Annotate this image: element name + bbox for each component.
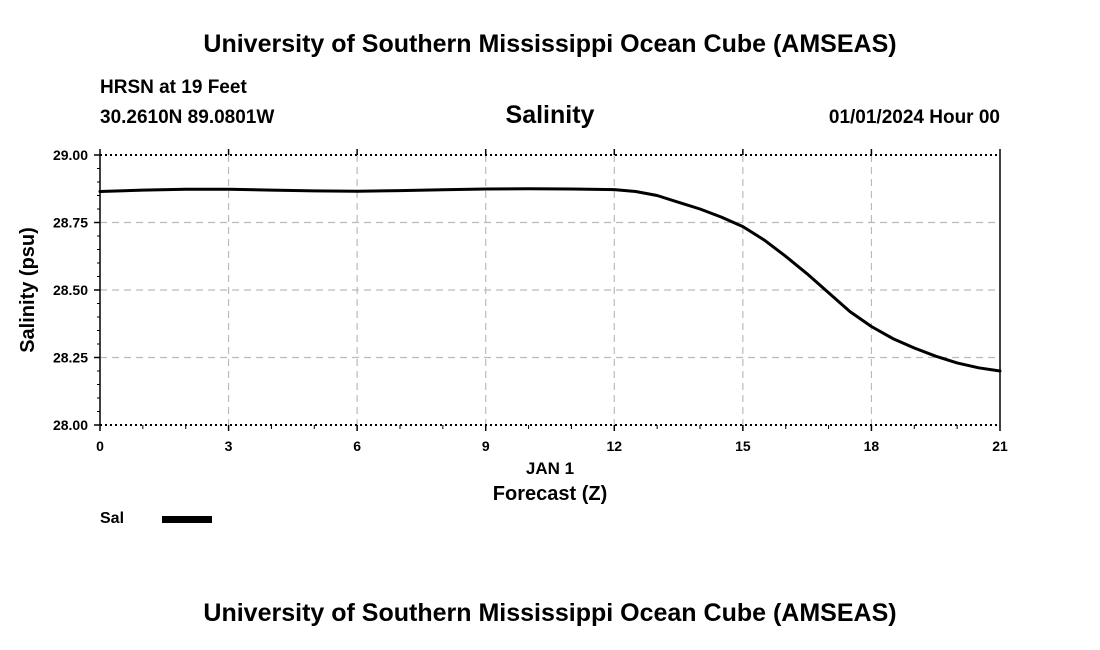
- axes: [94, 149, 1001, 431]
- chart-title: Salinity: [505, 101, 595, 129]
- station-coordinates: 30.2610N 89.0801W: [100, 107, 275, 128]
- footer-title: University of Southern Mississippi Ocean…: [203, 599, 897, 627]
- x-tick-label: 6: [353, 438, 361, 454]
- series-line-sal: [98, 187, 1002, 373]
- x-tick-label: 15: [735, 438, 751, 454]
- x-tick-label: 3: [225, 438, 233, 454]
- series: [98, 187, 1002, 373]
- y-tick-label: 28.50: [53, 282, 88, 298]
- x-tick-label: 0: [96, 438, 104, 454]
- y-tick-label: 28.75: [53, 215, 88, 231]
- grid: [100, 155, 1000, 425]
- station-label: HRSN at 19 Feet: [100, 77, 247, 98]
- page-title: University of Southern Mississippi Ocean…: [203, 30, 897, 58]
- axis-labels: 0 3 6 9 12 15 18 21 28.00 28.25 28.50 28.75 29.00 JAN…: [17, 147, 1008, 505]
- x-tick-label: 12: [606, 438, 622, 454]
- y-axis-label: Salinity (psu): [17, 227, 39, 353]
- forecast-datetime: 01/01/2024 Hour 00: [828, 107, 1000, 128]
- y-tick-label: 29.00: [53, 147, 88, 163]
- legend-label: Sal: [100, 510, 125, 527]
- x-tick-label: 21: [992, 438, 1008, 454]
- legend-swatch: [162, 516, 212, 523]
- x-tick-label: 18: [864, 438, 880, 454]
- y-tick-label: 28.25: [53, 350, 88, 366]
- y-tick-label: 28.00: [53, 417, 88, 433]
- x-axis-label: Forecast (Z): [493, 483, 607, 505]
- x-tick-label: 9: [482, 438, 490, 454]
- x-axis-sublabel: JAN 1: [526, 459, 574, 478]
